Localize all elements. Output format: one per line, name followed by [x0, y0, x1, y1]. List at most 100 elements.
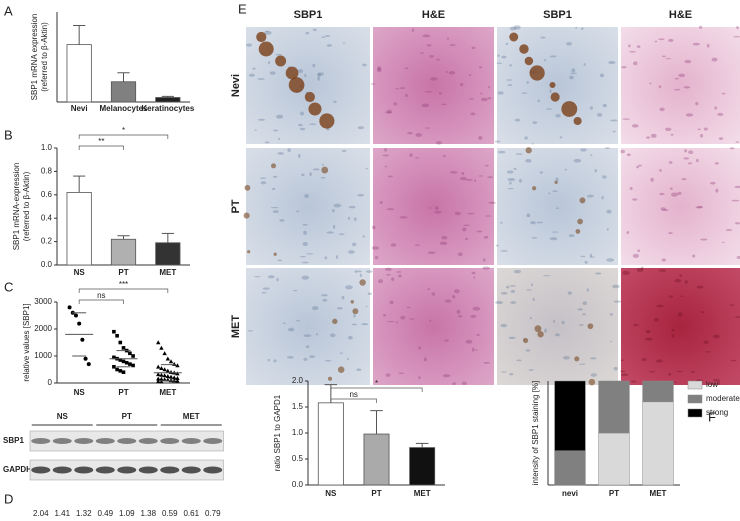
tissue-texture — [409, 153, 413, 157]
tissue-texture — [610, 119, 618, 122]
tissue-texture — [301, 275, 310, 280]
tissue-texture — [636, 45, 641, 48]
tissue-texture — [270, 206, 279, 209]
tissue-texture — [599, 73, 605, 78]
row-label: GAPDH — [3, 465, 32, 474]
tissue-texture — [714, 162, 719, 165]
tissue-texture — [508, 336, 516, 340]
tissue-texture — [312, 168, 320, 171]
data-point — [168, 374, 174, 379]
tissue-texture — [272, 210, 279, 214]
tissue-texture — [680, 295, 683, 298]
tissue-texture — [629, 51, 636, 53]
tissue-texture — [488, 201, 497, 204]
histology-image — [373, 148, 494, 265]
tissue-texture — [345, 285, 353, 290]
tissue-texture — [696, 285, 704, 289]
legend-label: low — [706, 380, 718, 389]
tissue-texture — [554, 333, 560, 337]
tissue-texture — [691, 370, 695, 374]
tissue-texture — [361, 323, 369, 326]
blot-band — [31, 466, 51, 474]
tissue-texture — [347, 335, 353, 340]
significance-label: *** — [119, 280, 128, 289]
blot-band — [52, 466, 72, 474]
blot-band — [74, 466, 94, 474]
stain-spot — [509, 32, 519, 42]
tissue-texture — [303, 334, 312, 337]
tissue-texture — [359, 273, 363, 278]
tissue-texture — [668, 38, 674, 43]
significance-bracket — [78, 288, 169, 293]
tissue-texture — [309, 172, 312, 177]
stain-spot — [308, 102, 322, 116]
tissue-texture — [473, 276, 476, 279]
bar — [409, 447, 436, 486]
tissue-texture — [324, 359, 332, 362]
tissue-texture — [509, 64, 512, 67]
tissue-texture — [287, 356, 294, 359]
stain-spot — [319, 113, 335, 129]
tissue-texture — [325, 35, 331, 37]
tissue-texture — [336, 307, 343, 310]
tissue-texture — [407, 132, 413, 135]
x-tick-label: Nevi — [71, 104, 88, 113]
tissue-texture — [659, 107, 665, 112]
tissue-texture — [299, 111, 304, 116]
tissue-texture — [452, 382, 457, 385]
stain-spot — [359, 279, 366, 286]
tissue-texture — [564, 168, 568, 171]
tissue-texture — [267, 358, 270, 362]
tissue-texture — [604, 147, 611, 149]
data-point — [162, 367, 167, 372]
stain-spot — [350, 300, 354, 304]
tissue-texture — [277, 152, 284, 155]
tissue-texture — [539, 171, 544, 174]
tissue-texture — [348, 205, 356, 209]
tissue-texture — [509, 26, 517, 31]
data-point — [162, 373, 167, 378]
tissue-texture — [297, 69, 304, 74]
data-point — [86, 362, 91, 367]
tissue-texture — [540, 36, 546, 39]
tissue-texture — [341, 295, 345, 300]
tissue-texture — [658, 85, 662, 89]
tissue-texture — [445, 71, 449, 73]
tissue-texture — [735, 141, 740, 143]
stain-spot — [256, 31, 267, 43]
tissue-texture — [606, 258, 615, 262]
tissue-texture — [622, 118, 631, 120]
tissue-texture — [549, 55, 557, 58]
tissue-texture — [622, 270, 630, 275]
row-header: MET — [230, 315, 242, 339]
tissue-texture — [578, 324, 584, 326]
tissue-texture — [275, 53, 282, 56]
tissue-texture — [444, 299, 452, 303]
tissue-texture — [729, 147, 735, 150]
data-point — [73, 313, 78, 318]
tissue-texture — [301, 173, 305, 177]
tissue-texture — [521, 92, 528, 94]
stain-spot — [561, 101, 578, 117]
tissue-texture — [692, 42, 701, 46]
tissue-texture — [461, 381, 467, 386]
tissue-texture — [441, 103, 447, 106]
blot-band — [160, 438, 180, 444]
tissue-texture — [471, 347, 475, 352]
tissue-texture — [526, 213, 531, 218]
tissue-texture — [434, 210, 442, 214]
tissue-texture — [471, 46, 476, 50]
bar — [66, 44, 92, 103]
tissue-texture — [736, 26, 739, 30]
tissue-texture — [587, 194, 594, 198]
tissue-texture — [668, 295, 674, 298]
tissue-texture — [253, 276, 261, 278]
tissue-texture — [436, 140, 442, 145]
x-tick-label: PT — [609, 489, 619, 498]
tissue-texture — [703, 127, 708, 131]
tissue-texture — [668, 161, 673, 164]
tissue-texture — [471, 271, 476, 275]
tissue-texture — [661, 258, 666, 262]
y-axis-label: ratio SBP1 to GAPD1 — [273, 394, 282, 471]
band-ratio: 0.49 — [97, 509, 113, 518]
